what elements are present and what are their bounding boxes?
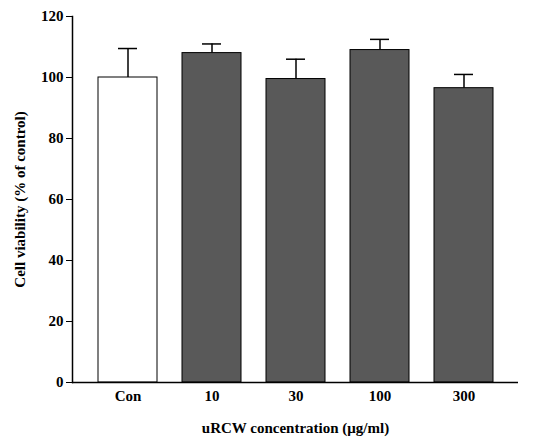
svg-text:30: 30: [289, 388, 304, 404]
svg-text:Con: Con: [115, 388, 142, 404]
svg-text:120: 120: [41, 8, 64, 24]
svg-text:Cell viability (% of control): Cell viability (% of control): [12, 111, 29, 287]
svg-text:uRCW concentration (μg/ml): uRCW concentration (μg/ml): [202, 420, 389, 437]
svg-text:100: 100: [369, 388, 392, 404]
svg-text:60: 60: [49, 191, 64, 207]
svg-text:20: 20: [49, 313, 64, 329]
svg-text:100: 100: [41, 69, 64, 85]
svg-text:0: 0: [56, 374, 64, 390]
svg-text:300: 300: [453, 388, 476, 404]
svg-text:10: 10: [205, 388, 220, 404]
svg-text:40: 40: [49, 252, 64, 268]
svg-text:80: 80: [49, 130, 64, 146]
